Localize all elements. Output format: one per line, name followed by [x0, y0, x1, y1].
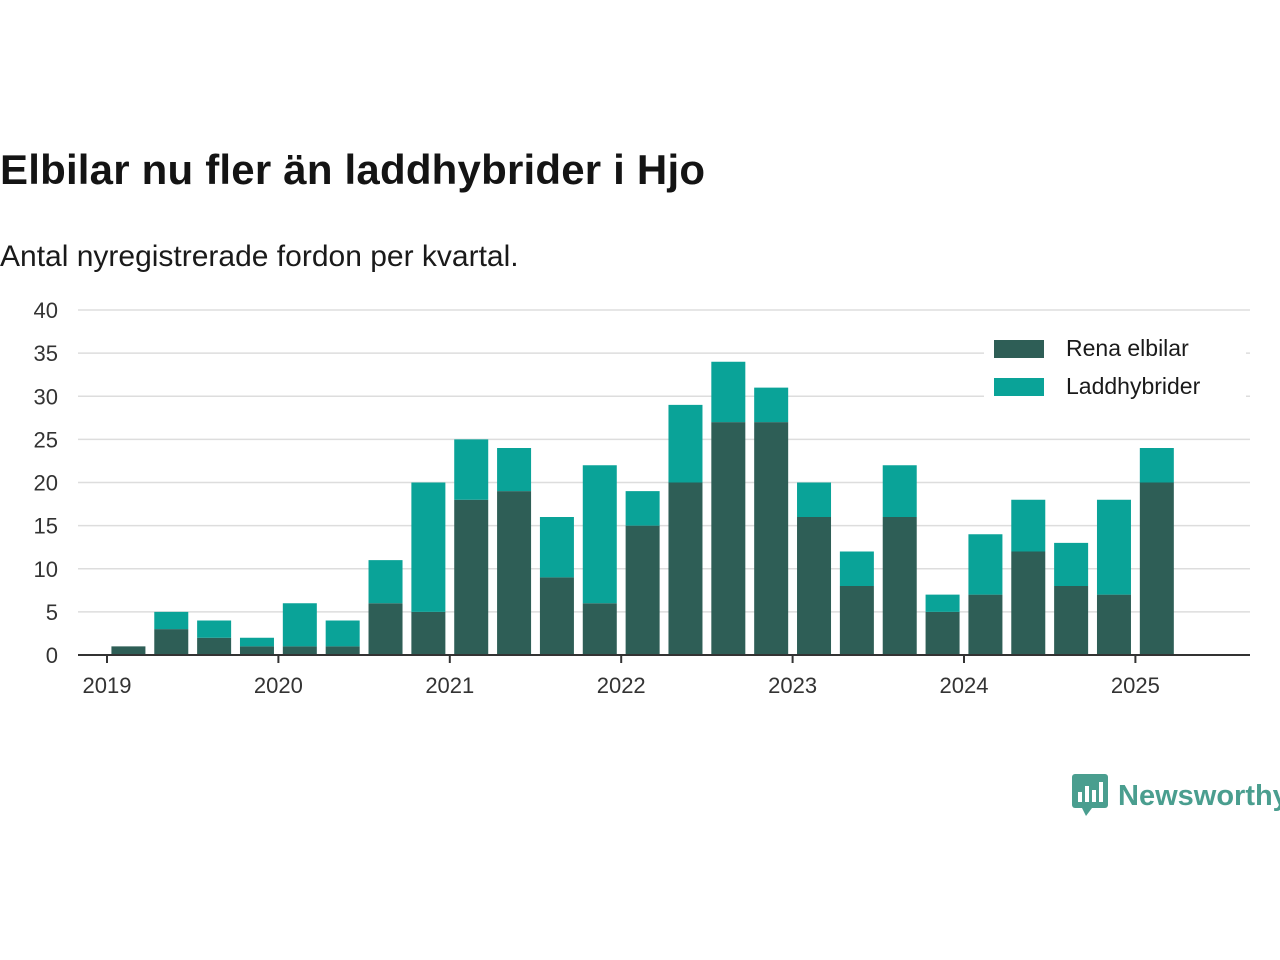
y-tick-label: 30: [34, 384, 58, 409]
bar-rena-elbilar: [454, 499, 489, 655]
y-tick-label: 40: [34, 298, 58, 323]
bar-laddhybrider: [454, 439, 489, 500]
y-tick-label: 10: [34, 557, 58, 582]
bar-rena-elbilar: [111, 646, 146, 655]
x-tick-label: 2025: [1111, 673, 1160, 698]
bar-laddhybrider: [1096, 499, 1131, 595]
bar-rena-elbilar: [882, 517, 917, 655]
bar-rena-elbilar: [711, 422, 746, 655]
legend-label: Rena elbilar: [1066, 335, 1189, 361]
bar-laddhybrider: [1054, 542, 1089, 586]
x-tick-label: 2022: [597, 673, 646, 698]
bar-rena-elbilar: [668, 482, 703, 655]
bar-rena-elbilar: [325, 646, 360, 655]
legend-swatch: [994, 378, 1044, 396]
chart-subtitle: Antal nyregistrerade fordon per kvartal.: [0, 240, 519, 273]
y-tick-label: 15: [34, 514, 58, 539]
bar-laddhybrider: [325, 620, 360, 647]
bar-laddhybrider: [1011, 499, 1046, 552]
bar-rena-elbilar: [925, 611, 960, 655]
bar-laddhybrider: [539, 517, 574, 578]
bar-laddhybrider: [797, 482, 832, 517]
x-tick-label: 2021: [425, 673, 474, 698]
bar-rena-elbilar: [797, 517, 832, 655]
bar-laddhybrider: [239, 637, 274, 647]
bar-rena-elbilar: [1139, 482, 1174, 655]
legend-label: Laddhybrider: [1066, 373, 1201, 399]
brand-name: Newsworthy: [1118, 779, 1280, 812]
bar-laddhybrider: [411, 482, 446, 612]
x-tick-label: 2020: [254, 673, 303, 698]
bar-laddhybrider: [582, 465, 617, 604]
x-tick-label: 2024: [940, 673, 989, 698]
bar-rena-elbilar: [539, 577, 574, 655]
bar-rena-elbilar: [582, 603, 617, 655]
bar-rena-elbilar: [839, 586, 874, 655]
bar-laddhybrider: [754, 387, 789, 423]
bar-laddhybrider: [282, 603, 317, 647]
legend-swatch: [994, 340, 1044, 358]
chart-title: Elbilar nu fler än laddhybrider i Hjo: [0, 146, 706, 193]
bar-laddhybrider: [882, 465, 917, 517]
newsworthy-logo-icon: [1072, 774, 1108, 816]
y-tick-label: 0: [46, 643, 58, 668]
bar-rena-elbilar: [1011, 551, 1046, 655]
bar-rena-elbilar: [754, 422, 789, 655]
bar-rena-elbilar: [1096, 594, 1131, 655]
y-tick-label: 20: [34, 471, 58, 496]
bar-laddhybrider: [154, 611, 189, 630]
y-tick-label: 35: [34, 341, 58, 366]
bar-rena-elbilar: [1054, 586, 1089, 655]
bar-rena-elbilar: [368, 603, 403, 655]
bar-laddhybrider: [197, 620, 232, 638]
bar-laddhybrider: [625, 491, 660, 526]
bar-laddhybrider: [1139, 448, 1174, 483]
bar-laddhybrider: [668, 404, 703, 483]
bar-rena-elbilar: [497, 491, 532, 655]
bar-rena-elbilar: [968, 594, 1003, 655]
bar-rena-elbilar: [282, 646, 317, 655]
bar-rena-elbilar: [154, 629, 189, 655]
x-tick-label: 2019: [83, 673, 132, 698]
bar-laddhybrider: [839, 551, 874, 586]
bar-laddhybrider: [968, 534, 1003, 595]
bar-laddhybrider: [368, 560, 403, 604]
bar-rena-elbilar: [197, 637, 232, 655]
bar-laddhybrider: [925, 594, 960, 612]
bar-rena-elbilar: [411, 611, 446, 655]
y-tick-label: 5: [46, 600, 58, 625]
bar-rena-elbilar: [239, 646, 274, 655]
newsworthy-brand: Newsworthy: [1072, 774, 1280, 818]
bar-laddhybrider: [711, 361, 746, 423]
bar-laddhybrider: [497, 448, 532, 492]
y-tick-label: 25: [34, 427, 58, 452]
x-tick-label: 2023: [768, 673, 817, 698]
bar-rena-elbilar: [625, 525, 660, 655]
